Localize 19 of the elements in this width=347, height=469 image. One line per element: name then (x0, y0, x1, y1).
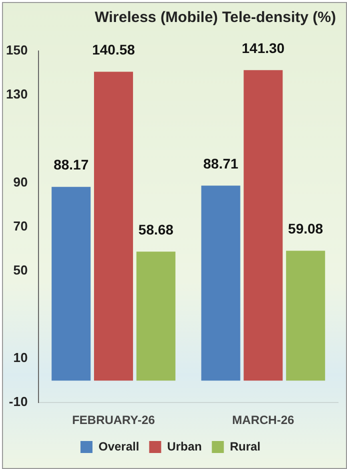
x-tick-label: MARCH-26 (232, 413, 294, 428)
data-label: 59.08 (288, 220, 324, 237)
y-tick-label: 70 (13, 218, 28, 234)
data-label: 88.71 (203, 156, 238, 172)
x-tick-label: FEBRUARY-26 (72, 413, 156, 428)
y-tick-label: 150 (6, 42, 28, 58)
legend-label: Urban (167, 439, 202, 454)
data-label: 88.17 (54, 156, 89, 173)
data-label: 141.30 (242, 40, 285, 56)
chart-title: Wireless (Mobile) Tele-density (%) (94, 9, 336, 26)
y-tick-label: 130 (6, 86, 28, 102)
y-tick-label: 50 (13, 262, 28, 278)
legend-label: Overall (98, 439, 140, 454)
y-tick-label: -10 (8, 394, 28, 410)
legend-label: Rural (230, 439, 261, 454)
data-label: 140.58 (92, 42, 136, 58)
y-tick-label: 90 (13, 174, 28, 190)
data-label: 58.68 (138, 222, 174, 238)
y-tick-label: 10 (13, 350, 28, 366)
